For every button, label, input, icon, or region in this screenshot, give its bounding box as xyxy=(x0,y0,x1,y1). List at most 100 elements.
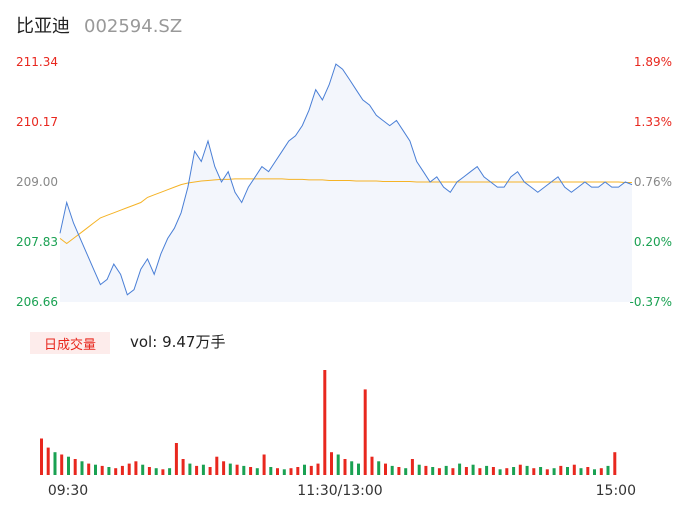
price-line xyxy=(59,63,633,296)
price-tick: 209.00 xyxy=(16,175,58,189)
volume-bar xyxy=(303,464,306,475)
volume-bar xyxy=(276,468,279,475)
volume-bar xyxy=(330,452,333,475)
volume-bar xyxy=(417,464,421,475)
price-tick: 207.83 xyxy=(16,235,58,249)
volume-bar xyxy=(296,467,300,475)
volume-bar xyxy=(559,465,563,475)
volume-bar xyxy=(107,467,111,475)
volume-bar xyxy=(518,464,522,475)
volume-bar xyxy=(545,469,549,475)
volume-bar xyxy=(174,443,178,475)
volume-bar xyxy=(512,467,516,475)
volume-bar xyxy=(451,468,455,475)
volume-bar xyxy=(566,467,569,475)
percent-tick: 1.33% xyxy=(634,115,672,129)
price-axis-ticks: 211.34 210.17 209.00 207.83 206.66 xyxy=(16,55,58,309)
volume-bar xyxy=(390,465,394,475)
volume-bar xyxy=(235,464,239,475)
price-tick: 211.34 xyxy=(16,55,58,69)
volume-bar xyxy=(208,467,212,475)
volume-bar xyxy=(552,468,556,475)
stock-code: 002594.SZ xyxy=(84,16,183,37)
volume-bar xyxy=(606,465,610,475)
volume-bar xyxy=(201,464,205,475)
volume-bar xyxy=(134,461,138,475)
volume-bar xyxy=(147,467,151,475)
volume-bar xyxy=(46,447,50,475)
volume-tag[interactable]: 日成交量 xyxy=(30,332,110,354)
volume-bar xyxy=(525,465,529,475)
volume-bar xyxy=(40,438,43,475)
volume-bar xyxy=(114,468,118,475)
volume-bar xyxy=(458,463,462,475)
time-tick: 15:00 xyxy=(596,483,636,499)
volume-bar xyxy=(471,464,475,475)
time-tick: 11:30/13:00 xyxy=(297,483,382,499)
volume-bar xyxy=(498,469,502,475)
volume-bar xyxy=(491,467,495,475)
volume-bar xyxy=(613,452,617,475)
volume-bar xyxy=(323,370,327,475)
volume-bar xyxy=(127,463,131,475)
volume-bar xyxy=(485,465,489,475)
volume-bar xyxy=(269,467,273,475)
volume-bar xyxy=(255,468,259,475)
time-tick: 09:30 xyxy=(48,483,88,499)
percent-tick: -0.37% xyxy=(630,295,672,309)
volume-bar xyxy=(249,467,253,475)
volume-bar xyxy=(53,452,57,475)
volume-bar xyxy=(444,465,448,475)
price-tick: 206.66 xyxy=(16,295,58,309)
time-axis-ticks: 09:30 11:30/13:00 15:00 xyxy=(48,483,636,499)
volume-bar xyxy=(370,456,374,475)
stock-name: 比亚迪 xyxy=(16,16,70,37)
percent-tick: 0.20% xyxy=(634,235,672,249)
volume-bar xyxy=(336,454,340,475)
volume-bar xyxy=(100,465,104,475)
volume-bar xyxy=(87,463,91,475)
volume-bar xyxy=(154,468,158,475)
volume-bar xyxy=(195,465,199,475)
volume-bar xyxy=(431,467,435,475)
volume-bar xyxy=(599,468,603,475)
volume-bar xyxy=(282,469,286,475)
volume-bar xyxy=(437,468,441,475)
volume-bar xyxy=(586,467,590,475)
volume-bar xyxy=(363,389,367,475)
volume-bar xyxy=(161,469,165,475)
percent-axis-ticks: 1.89% 1.33% 0.76% 0.20% -0.37% xyxy=(630,55,672,309)
volume-bar xyxy=(384,463,387,475)
volume-bar xyxy=(505,468,509,475)
volume-label: vol: xyxy=(130,333,158,351)
volume-bar xyxy=(532,468,536,475)
volume-bar xyxy=(316,463,320,475)
volume-bar xyxy=(60,454,64,475)
volume-bar xyxy=(377,461,381,475)
volume-bar xyxy=(222,461,226,475)
volume-value: 9.47万手 xyxy=(162,333,226,351)
volume-bar xyxy=(424,465,428,475)
volume-bar xyxy=(228,463,232,475)
chart-header: 比亚迪 002594.SZ xyxy=(16,12,182,40)
volume-bar xyxy=(289,468,293,475)
volume-bar xyxy=(67,456,70,475)
volume-bar xyxy=(539,467,543,475)
volume-bar xyxy=(478,468,482,475)
volume-bars xyxy=(40,370,617,475)
volume-bar xyxy=(593,469,596,475)
price-area xyxy=(60,64,632,302)
volume-bar xyxy=(215,456,219,475)
volume-bar xyxy=(357,463,360,475)
volume-bar xyxy=(80,461,84,475)
percent-tick: 0.76% xyxy=(634,175,672,189)
volume-bar xyxy=(262,454,266,475)
percent-tick: 1.89% xyxy=(634,55,672,69)
volume-bar xyxy=(404,468,408,475)
volume-bar xyxy=(464,467,468,475)
volume-bar xyxy=(579,468,583,475)
volume-bar xyxy=(343,459,347,475)
volume-bar xyxy=(309,465,313,475)
volume-bar xyxy=(94,464,97,475)
